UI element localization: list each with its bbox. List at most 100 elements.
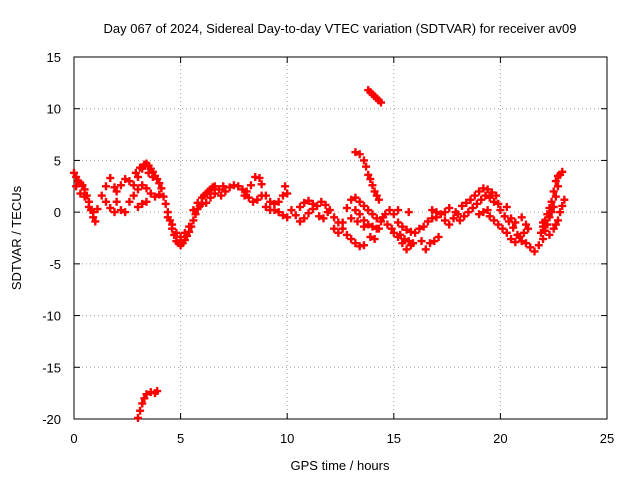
data-point: [364, 170, 373, 179]
data-point: [541, 226, 550, 235]
data-point: [507, 235, 516, 244]
data-point: [502, 228, 511, 237]
data-point: [440, 208, 449, 217]
data-point: [315, 212, 324, 221]
data-point: [274, 208, 283, 217]
data-point: [434, 232, 443, 241]
data-point: [157, 184, 166, 193]
data-point: [374, 224, 383, 233]
data-point: [295, 217, 304, 226]
data-point: [70, 168, 78, 177]
data-point: [136, 406, 145, 415]
data-point: [217, 191, 226, 200]
x-tick-label: 5: [177, 431, 184, 446]
data-point: [257, 180, 266, 189]
data-point: [451, 208, 460, 217]
data-point: [153, 175, 162, 184]
data-point: [553, 171, 562, 180]
data-point: [283, 189, 292, 198]
data-point: [368, 181, 377, 190]
data-point: [163, 213, 172, 222]
data-point: [524, 224, 533, 233]
data-point: [460, 212, 469, 221]
data-point: [300, 198, 309, 207]
data-point: [398, 239, 407, 248]
data-point: [151, 192, 160, 201]
data-point: [142, 390, 151, 399]
data-point: [560, 195, 569, 204]
data-point: [396, 230, 405, 239]
data-point: [189, 206, 198, 215]
data-point: [214, 185, 223, 194]
data-point: [511, 218, 520, 227]
data-point: [89, 208, 98, 217]
x-tick-label: 25: [600, 431, 614, 446]
data-point: [558, 167, 567, 176]
data-point: [462, 198, 471, 207]
gridlines: [74, 57, 607, 419]
data-point: [221, 187, 230, 196]
data-point: [372, 191, 381, 200]
data-point: [534, 241, 543, 250]
data-point: [547, 208, 556, 217]
data-point: [364, 220, 373, 229]
data-point: [266, 197, 275, 206]
data-point: [394, 218, 403, 227]
data-point: [509, 223, 518, 232]
y-tick-label: 15: [47, 50, 61, 65]
data-point: [483, 185, 492, 194]
data-point: [110, 208, 119, 217]
data-point: [133, 202, 142, 211]
x-tick-label: 20: [493, 431, 507, 446]
data-point: [368, 222, 377, 231]
data-point: [121, 208, 130, 217]
chart-title: Day 067 of 2024, Sidereal Day-to-day VTE…: [103, 21, 576, 36]
data-point: [530, 247, 539, 256]
data-point: [159, 192, 168, 201]
data-point: [430, 237, 439, 246]
data-point: [142, 197, 151, 206]
y-tick-label: -5: [49, 257, 61, 272]
data-point: [498, 224, 507, 233]
data-point: [421, 245, 430, 254]
data-point: [110, 183, 119, 192]
data-point: [355, 150, 364, 159]
data-point: [202, 198, 211, 207]
y-tick-label: 0: [54, 205, 61, 220]
data-points: [70, 86, 569, 422]
data-point: [551, 177, 560, 186]
data-point: [161, 199, 170, 208]
data-point: [278, 211, 287, 220]
data-point: [155, 179, 164, 188]
data-point: [146, 189, 155, 198]
data-point: [112, 187, 121, 196]
data-point: [129, 191, 138, 200]
data-point: [355, 197, 364, 206]
data-point: [125, 197, 134, 206]
data-point: [261, 202, 270, 211]
data-point: [168, 220, 177, 229]
data-point: [558, 201, 567, 210]
data-point: [133, 172, 142, 181]
data-point: [468, 204, 477, 213]
data-point: [287, 206, 296, 215]
data-point: [502, 202, 511, 211]
data-point: [539, 218, 548, 227]
data-point: [389, 228, 398, 237]
data-point: [496, 206, 505, 215]
data-point: [91, 217, 100, 226]
y-tick-label: 5: [54, 153, 61, 168]
data-point: [426, 239, 435, 248]
data-point: [131, 168, 140, 177]
data-point: [304, 196, 313, 205]
data-point: [470, 191, 479, 200]
data-point: [112, 197, 121, 206]
data-point: [374, 195, 383, 204]
data-point: [545, 204, 554, 213]
data-point: [551, 220, 560, 229]
data-point: [394, 206, 403, 215]
data-point: [138, 199, 147, 208]
data-point: [521, 239, 530, 248]
data-point: [321, 200, 330, 209]
